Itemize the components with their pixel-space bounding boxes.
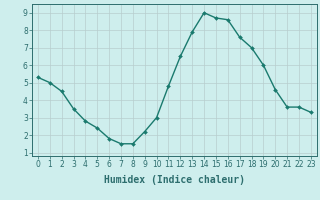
- X-axis label: Humidex (Indice chaleur): Humidex (Indice chaleur): [104, 175, 245, 185]
